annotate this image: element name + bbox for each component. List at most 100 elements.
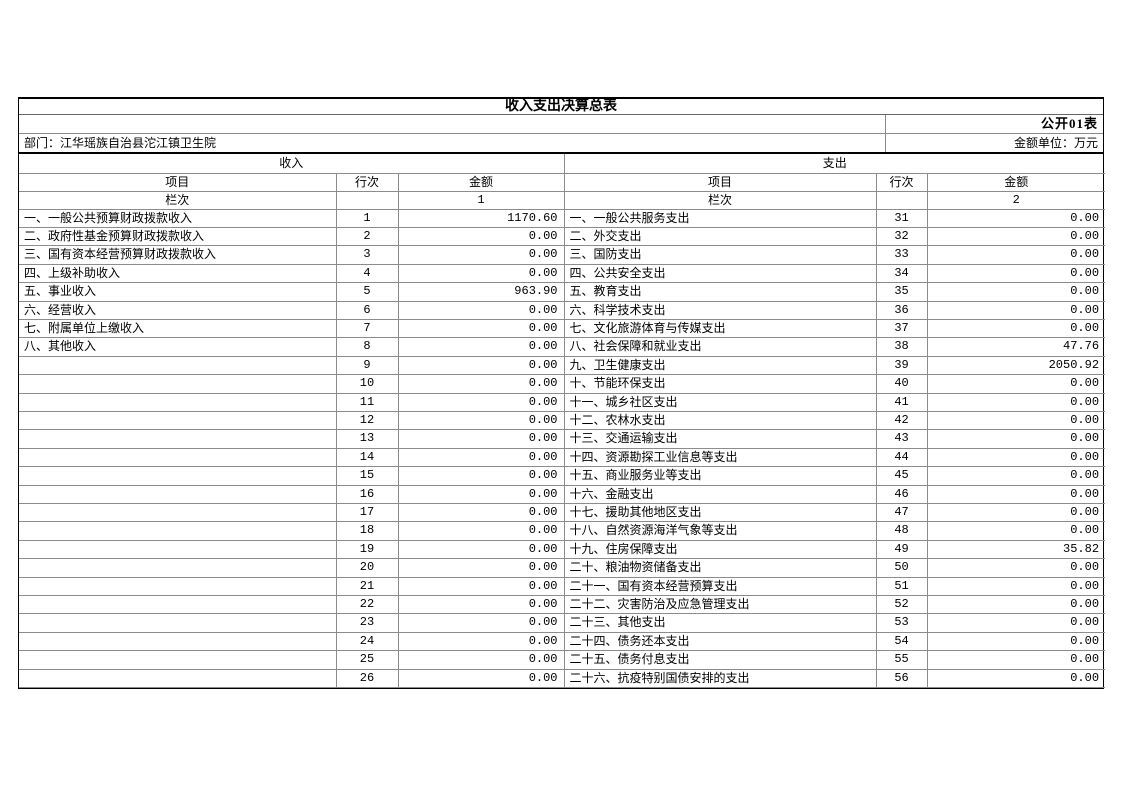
expense-item-cell: 二十、粮油物资储备支出 — [563, 558, 877, 578]
expense-item-cell: 十八、自然资源海洋气象等支出 — [563, 521, 877, 541]
expense-group-header: 支出 — [563, 154, 1106, 174]
expense-line-cell: 56 — [875, 668, 928, 689]
income-amount-cell: 0.00 — [397, 502, 565, 523]
table-row: 六、经营收入 6 0.00 六、科学技术支出 36 0.00 — [19, 300, 1106, 320]
income-item-cell — [19, 631, 337, 652]
income-line-cell: 24 — [335, 631, 399, 652]
income-line-header: 行次 — [335, 172, 399, 192]
expense-line-cell: 52 — [875, 595, 928, 615]
income-line-cell: 8 — [335, 337, 399, 357]
income-amount-cell: 0.00 — [397, 558, 565, 578]
income-line-cell: 19 — [335, 539, 399, 560]
expense-item-cell: 一、一般公共服务支出 — [563, 209, 877, 228]
expense-amount-cell: 35.82 — [926, 539, 1106, 560]
income-amount-cell: 0.00 — [397, 429, 565, 449]
income-amount-cell: 0.00 — [397, 263, 565, 284]
table-code-row: 公开01表 — [19, 115, 1103, 133]
expense-line-cell: 32 — [875, 226, 928, 247]
table-row: 9 0.00 九、卫生健康支出 39 2050.92 — [19, 355, 1106, 376]
expense-line-cell: 55 — [875, 650, 928, 670]
income-item-cell: 一、一般公共预算财政拨款收入 — [19, 209, 337, 228]
expense-amount-cell: 0.00 — [926, 374, 1106, 394]
income-amount-cell: 0.00 — [397, 355, 565, 376]
expense-item-cell: 四、公共安全支出 — [563, 263, 877, 284]
column-index-row: 栏次 1 栏次 2 — [19, 190, 1106, 210]
income-item-header: 项目 — [19, 172, 337, 192]
income-line-cell: 15 — [335, 466, 399, 486]
income-amount-cell: 0.00 — [397, 447, 565, 468]
expense-amount-cell: 0.00 — [926, 209, 1106, 228]
expense-item-cell: 十四、资源勘探工业信息等支出 — [563, 447, 877, 468]
income-group-header: 收入 — [19, 154, 565, 174]
income-item-cell — [19, 484, 337, 505]
income-amount-cell: 0.00 — [397, 576, 565, 597]
table-row: 25 0.00 二十五、债务付息支出 55 0.00 — [19, 650, 1106, 670]
income-line-cell: 16 — [335, 484, 399, 505]
expense-line-cell: 44 — [875, 447, 928, 468]
expense-line-cell: 41 — [875, 392, 928, 412]
expense-line-cell: 46 — [875, 484, 928, 505]
expense-amount-cell: 0.00 — [926, 282, 1106, 302]
table-row: 11 0.00 十一、城乡社区支出 41 0.00 — [19, 392, 1106, 412]
expense-line-cell: 50 — [875, 558, 928, 578]
expense-amount-cell: 0.00 — [926, 576, 1106, 597]
income-amount-cell: 0.00 — [397, 631, 565, 652]
expense-item-cell: 六、科学技术支出 — [563, 300, 877, 320]
expense-amount-header: 金额 — [926, 172, 1106, 192]
income-line-cell: 4 — [335, 263, 399, 284]
income-line-cell: 11 — [335, 392, 399, 412]
expense-item-cell: 三、国防支出 — [563, 245, 877, 265]
table-row: 10 0.00 十、节能环保支出 40 0.00 — [19, 374, 1106, 394]
expense-amount-cell: 0.00 — [926, 502, 1106, 523]
expense-line-cell: 43 — [875, 429, 928, 449]
income-index-label: 栏次 — [19, 190, 337, 210]
expense-line-cell: 37 — [875, 318, 928, 339]
income-item-cell — [19, 558, 337, 578]
table-row: 12 0.00 十二、农林水支出 42 0.00 — [19, 410, 1106, 431]
income-amount-cell: 0.00 — [397, 226, 565, 247]
income-item-cell — [19, 521, 337, 541]
expense-item-cell: 二、外交支出 — [563, 226, 877, 247]
income-line-cell: 20 — [335, 558, 399, 578]
expense-amount-cell: 0.00 — [926, 650, 1106, 670]
table-row: 二、政府性基金预算财政拨款收入 2 0.00 二、外交支出 32 0.00 — [19, 226, 1106, 247]
table-row: 18 0.00 十八、自然资源海洋气象等支出 48 0.00 — [19, 521, 1106, 541]
income-amount-cell: 0.00 — [397, 539, 565, 560]
expense-line-cell: 51 — [875, 576, 928, 597]
income-line-cell: 10 — [335, 374, 399, 394]
expense-index-number: 2 — [926, 190, 1106, 210]
table-row: 15 0.00 十五、商业服务业等支出 45 0.00 — [19, 466, 1106, 486]
table-row: 23 0.00 二十三、其他支出 53 0.00 — [19, 613, 1106, 633]
income-amount-cell: 0.00 — [397, 668, 565, 689]
income-item-cell — [19, 355, 337, 376]
expense-amount-cell: 0.00 — [926, 429, 1106, 449]
expense-line-cell: 53 — [875, 613, 928, 633]
column-header-row: 项目 行次 金额 项目 行次 金额 — [19, 172, 1106, 192]
income-expense-grid: 收入 支出 项目 行次 金额 项目 行次 金额 栏次 1 栏次 2 一、一般公共… — [19, 154, 1106, 689]
income-amount-cell: 0.00 — [397, 466, 565, 486]
income-item-cell — [19, 466, 337, 486]
expense-amount-cell: 0.00 — [926, 300, 1106, 320]
income-item-cell: 六、经营收入 — [19, 300, 337, 320]
table-row: 17 0.00 十七、援助其他地区支出 47 0.00 — [19, 502, 1106, 523]
expense-amount-cell: 0.00 — [926, 595, 1106, 615]
expense-line-cell: 47 — [875, 502, 928, 523]
table-code: 公开01表 — [1040, 116, 1098, 131]
income-item-cell — [19, 410, 337, 431]
expense-amount-cell: 0.00 — [926, 558, 1106, 578]
table-row: 16 0.00 十六、金融支出 46 0.00 — [19, 484, 1106, 505]
expense-item-cell: 十一、城乡社区支出 — [563, 392, 877, 412]
table-row: 13 0.00 十三、交通运输支出 43 0.00 — [19, 429, 1106, 449]
expense-line-cell: 42 — [875, 410, 928, 431]
expense-line-cell: 34 — [875, 263, 928, 284]
income-line-cell: 9 — [335, 355, 399, 376]
expense-amount-cell: 0.00 — [926, 466, 1106, 486]
table-row: 七、附属单位上缴收入 7 0.00 七、文化旅游体育与传媒支出 37 0.00 — [19, 318, 1106, 339]
expense-line-cell: 45 — [875, 466, 928, 486]
table-row: 19 0.00 十九、住房保障支出 49 35.82 — [19, 539, 1106, 560]
expense-amount-cell: 0.00 — [926, 631, 1106, 652]
income-amount-cell: 0.00 — [397, 650, 565, 670]
expense-line-cell: 36 — [875, 300, 928, 320]
income-line-cell: 2 — [335, 226, 399, 247]
expense-amount-cell: 0.00 — [926, 410, 1106, 431]
